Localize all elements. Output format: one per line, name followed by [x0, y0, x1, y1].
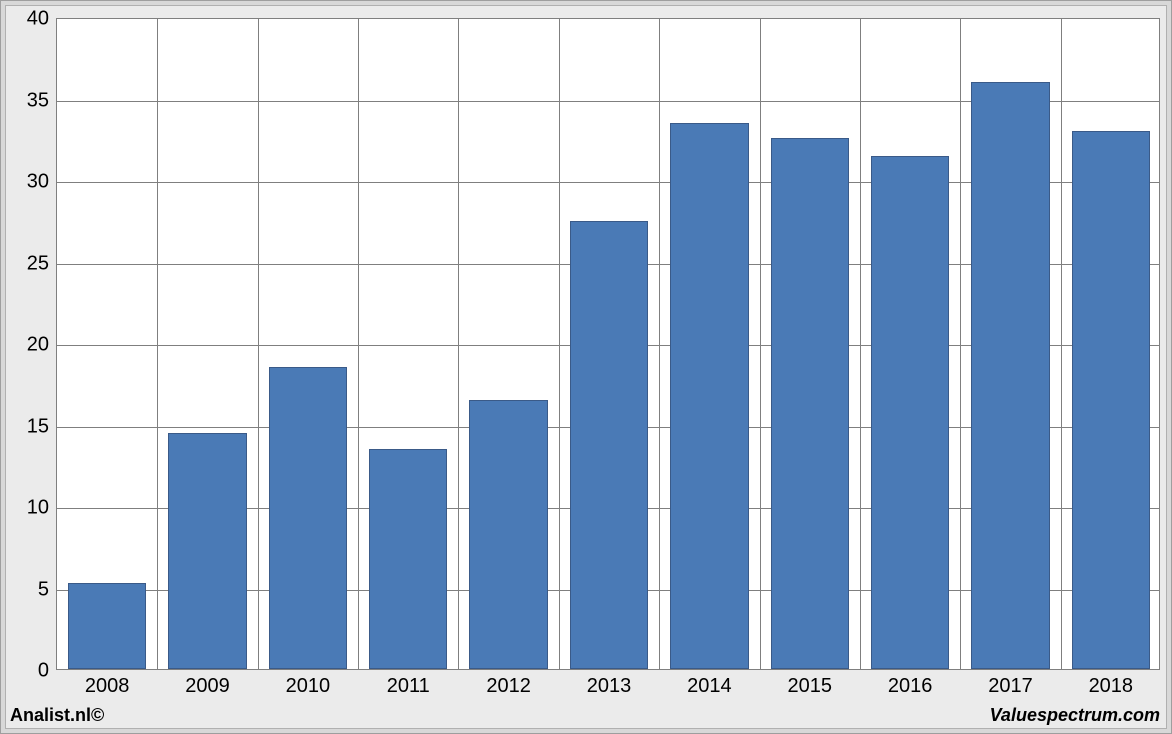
y-axis-tick-label: 30: [27, 171, 57, 194]
x-axis-tick-label: 2010: [286, 669, 331, 698]
x-axis-tick-label: 2013: [587, 669, 632, 698]
x-axis-tick-label: 2011: [387, 669, 430, 698]
x-axis-tick-label: 2008: [85, 669, 130, 698]
y-axis-tick-label: 20: [27, 334, 57, 357]
bar: [369, 449, 447, 669]
y-axis-tick-label: 25: [27, 252, 57, 275]
y-axis-tick-label: 15: [27, 415, 57, 438]
footer-right-label: Valuespectrum.com: [990, 705, 1160, 726]
x-axis-tick-label: 2015: [787, 669, 832, 698]
x-axis-tick-label: 2018: [1089, 669, 1134, 698]
chart-inner-frame: 0 5 10 15 20 25 30 35 40 2008 2009 2010 2011 2012 2013…: [5, 5, 1167, 729]
x-axis-tick-label: 2014: [687, 669, 732, 698]
x-axis-tick-label: 2017: [988, 669, 1033, 698]
y-axis-tick-label: 40: [27, 8, 57, 31]
bar: [771, 138, 849, 669]
gridline-v: [358, 19, 359, 669]
gridline-v: [157, 19, 158, 669]
gridline-v: [659, 19, 660, 669]
gridline-v: [860, 19, 861, 669]
bar: [670, 123, 748, 669]
chart-outer-frame: 0 5 10 15 20 25 30 35 40 2008 2009 2010 2011 2012 2013…: [0, 0, 1172, 734]
x-axis-tick-label: 2016: [888, 669, 933, 698]
bar: [1072, 131, 1150, 669]
y-axis-tick-label: 5: [38, 578, 57, 601]
x-axis-tick-label: 2012: [486, 669, 531, 698]
bar: [68, 583, 146, 669]
bar: [971, 82, 1049, 669]
bar: [168, 433, 246, 669]
x-axis-tick-label: 2009: [185, 669, 230, 698]
bar: [269, 367, 347, 669]
y-axis-tick-label: 0: [38, 660, 57, 683]
gridline-v: [258, 19, 259, 669]
gridline-v: [1061, 19, 1062, 669]
gridline-v: [458, 19, 459, 669]
bar: [871, 156, 949, 669]
gridline-v: [559, 19, 560, 669]
gridline-v: [760, 19, 761, 669]
plot-area: 0510152025303540200820092010201120122013…: [56, 18, 1160, 670]
bar: [570, 221, 648, 669]
bar: [469, 400, 547, 669]
y-axis-tick-label: 10: [27, 497, 57, 520]
y-axis-tick-label: 35: [27, 89, 57, 112]
gridline-v: [960, 19, 961, 669]
footer-left-label: Analist.nl©: [10, 705, 104, 726]
